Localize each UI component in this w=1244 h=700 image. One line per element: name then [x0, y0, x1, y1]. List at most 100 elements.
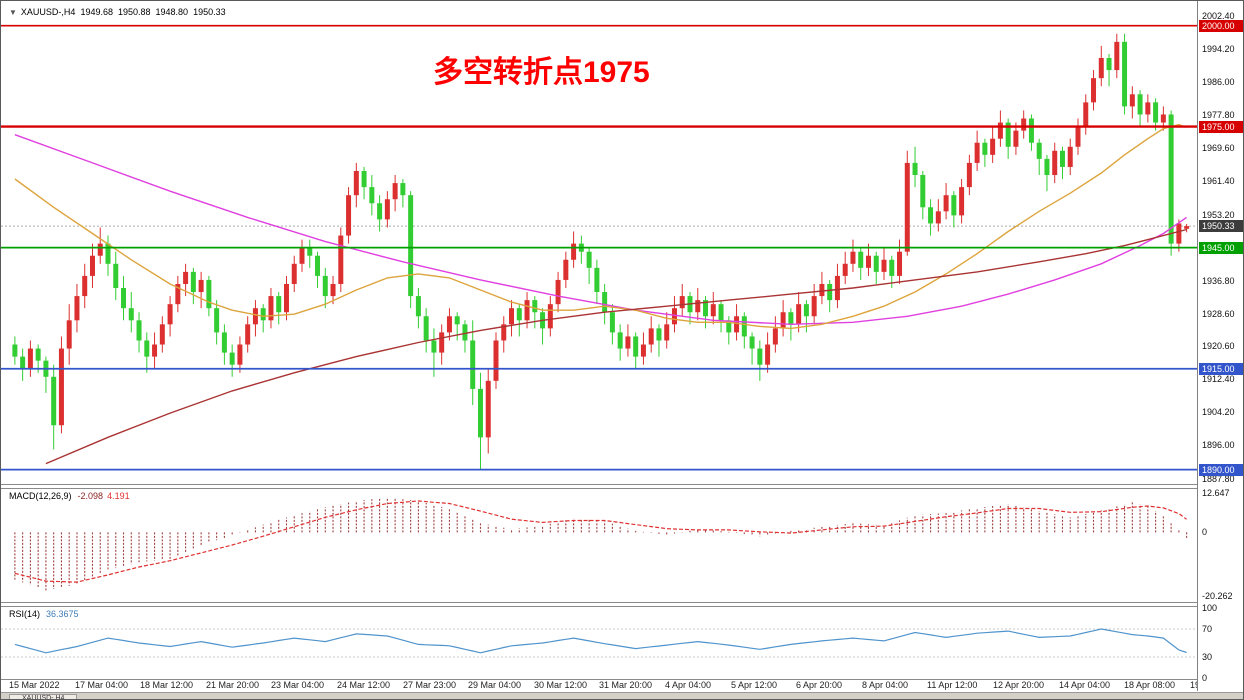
candle-body-up — [881, 259, 887, 272]
candle-body-down — [121, 288, 127, 309]
candle-body-up — [89, 255, 95, 276]
candle-body-down — [431, 340, 437, 353]
price-axis[interactable]: 2002.40 1994.20 1986.00 1977.80 1969.60 1961.… — [1197, 1, 1243, 691]
time-axis[interactable]: 15 Mar 2022 17 Mar 04:00 18 Mar 12:00 21 Ma… — [1, 680, 1243, 691]
candle-body-down — [113, 263, 119, 289]
candle-body-up — [865, 255, 871, 268]
candle-body-down — [190, 271, 196, 293]
candle-body-down — [928, 207, 934, 224]
time-label: 17 Mar 04:00 — [75, 680, 129, 690]
candle-body-up — [159, 324, 165, 345]
rsi-name: RSI(14) — [9, 609, 41, 619]
panel-divider — [1, 606, 1243, 607]
candle-body-down — [1005, 122, 1011, 147]
candle-body-up — [1114, 41, 1120, 71]
price-badge-1975.00: 1975.00 — [1199, 121, 1243, 133]
candle-body-down — [462, 324, 468, 341]
macd-value: -2.098 — [77, 491, 104, 501]
candle-body-down — [128, 308, 134, 321]
candle-body-up — [780, 312, 786, 329]
time-label: 11 Apr 12:00 — [927, 680, 978, 690]
macd-axis-tick: 0 — [1202, 527, 1208, 537]
candle-body-up — [555, 279, 561, 305]
candle-body-down — [470, 340, 476, 389]
candle-body-down — [1153, 102, 1159, 123]
candle-body-up — [1021, 118, 1027, 131]
time-axis-border — [1, 679, 1243, 680]
candle-body-up — [183, 271, 189, 284]
price-tick: 1887.80 — [1202, 474, 1235, 484]
candle-body-up — [1184, 226, 1190, 229]
candle-body-down — [741, 316, 747, 337]
price-tick: 1936.80 — [1202, 276, 1235, 286]
candle-body-down — [749, 336, 755, 349]
candle-body-up — [245, 324, 251, 345]
candle-body-down — [1106, 57, 1112, 71]
chart-tab[interactable]: XAUUSD-,H4 — [9, 694, 78, 699]
candle-body-down — [276, 296, 282, 313]
candle-body-down — [827, 283, 833, 301]
candle-body-down — [617, 332, 623, 349]
macd-name: MACD(12,26,9) — [9, 491, 72, 501]
candle-body-up — [446, 316, 452, 333]
candle-body-up — [710, 304, 716, 317]
candle-body-up — [198, 279, 204, 293]
candle-body-up — [819, 283, 825, 297]
candle-body-down — [415, 296, 421, 317]
price-tick: 1928.60 — [1202, 309, 1235, 319]
candle-body-down — [408, 195, 414, 297]
candle-body-down — [951, 195, 957, 216]
candle-body-up — [796, 304, 802, 325]
macd-indicator-label: MACD(12,26,9) -2.098 4.191 — [9, 491, 130, 501]
candle-body-up — [283, 283, 289, 313]
time-label: 24 Mar 12:00 — [337, 680, 391, 690]
panel-divider[interactable] — [1, 484, 1243, 485]
candle-body-down — [586, 251, 592, 268]
price-badge-2000.00: 2000.00 — [1199, 20, 1243, 32]
panel-divider[interactable] — [1, 602, 1243, 603]
candle-body-up — [904, 162, 910, 252]
price-tick: 1904.20 — [1202, 407, 1235, 417]
price-badge-1945.00: 1945.00 — [1199, 242, 1243, 254]
candle-body-down — [20, 356, 26, 369]
price-tick: 1912.40 — [1202, 374, 1235, 384]
candle-body-up — [1160, 114, 1166, 123]
one-click-trading-icon[interactable]: ▼ — [9, 8, 17, 17]
candle-body-up — [1067, 146, 1073, 167]
candle-body-up — [167, 304, 173, 325]
macd-panel — [14, 497, 1188, 591]
time-label: 31 Mar 20:00 — [599, 680, 653, 690]
price-badge-1915.00: 1915.00 — [1199, 363, 1243, 375]
candle-body-up — [1013, 130, 1019, 147]
candle-body-up — [237, 344, 243, 365]
time-label: 4 Apr 04:00 — [665, 680, 712, 690]
chart-annotation-text[interactable]: 多空转折点1975 — [433, 56, 650, 89]
candle-body-up — [734, 316, 740, 333]
candle-body-down — [757, 348, 763, 365]
candle-body-up — [252, 308, 258, 325]
candle-body-down — [423, 316, 429, 341]
candle-body-down — [1059, 150, 1065, 167]
candle-body-up — [58, 348, 64, 426]
time-label: 18 Apr 08:00 — [1124, 680, 1176, 690]
candle-body-down — [369, 187, 375, 204]
candle-body-down — [136, 320, 142, 341]
candle-body-down — [858, 251, 864, 268]
candle-body-up — [66, 320, 72, 349]
candle-body-up — [1052, 150, 1058, 176]
candle-body-down — [602, 292, 608, 313]
candle-body-down — [400, 183, 406, 196]
time-label: 21 Mar 20:00 — [206, 680, 260, 690]
price-tick: 1896.00 — [1202, 440, 1235, 450]
candle-body-down — [718, 304, 724, 321]
candle-body-down — [206, 279, 212, 309]
price-tick: 1920.60 — [1202, 341, 1235, 351]
candle-body-up — [640, 344, 646, 357]
candle-body-down — [221, 332, 227, 353]
rsi-axis-tick: 0 — [1202, 673, 1208, 683]
candle-body-down — [982, 142, 988, 155]
candle-body-up — [765, 344, 771, 365]
candle-body-up — [338, 235, 344, 284]
candle-body-up — [1075, 126, 1081, 147]
candle-body-up — [897, 251, 903, 276]
